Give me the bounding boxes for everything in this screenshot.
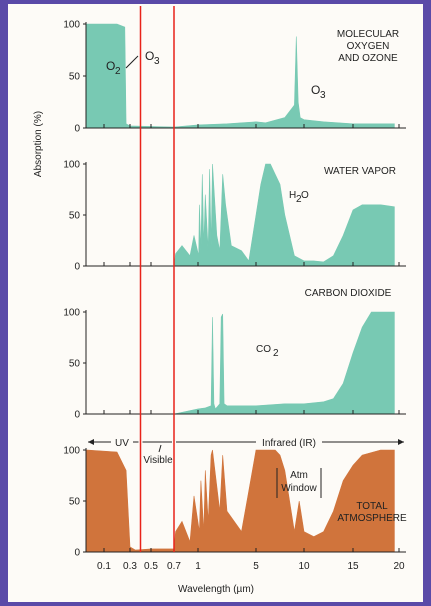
total-atmosphere-title: ATMOSPHERE (337, 513, 407, 524)
infrared-arrowhead-right (398, 439, 404, 445)
co2-label-subscript: 2 (273, 348, 279, 359)
total-atmosphere-y-tick-label: 50 (69, 497, 81, 508)
o3-pointer-arrow (125, 55, 139, 69)
x-tick-label: 20 (393, 561, 405, 572)
total-atmosphere-title: TOTAL (356, 501, 388, 512)
oxygen-ozone-title: MOLECULAR (337, 29, 399, 40)
oxygen-ozone-y-tick-label: 0 (74, 124, 80, 135)
carbon-dioxide-y-tick-label: 0 (74, 410, 80, 421)
o3-label-subscript: 3 (154, 56, 160, 67)
oxygen-ozone-y-tick-label: 50 (69, 72, 81, 83)
oxygen-ozone-title: OXYGEN (347, 41, 390, 52)
oxygen-ozone-y-tick-label: 100 (63, 20, 80, 31)
o3-peak-label-subscript: 3 (320, 90, 326, 101)
x-tick-label: 5 (253, 561, 259, 572)
water-vapor-absorption-area (86, 163, 395, 267)
h2o-label: H (289, 190, 296, 201)
x-tick-label: 0.3 (123, 561, 137, 572)
o2-label-subscript: 2 (115, 66, 121, 77)
water-vapor-y-tick-label: 0 (74, 262, 80, 273)
atm-window-label: Window (281, 483, 317, 494)
y-axis-title: Absorption (%) (33, 111, 44, 177)
atm-window-label: Atm (290, 470, 308, 481)
x-tick-label: 0.1 (97, 561, 111, 572)
x-axis-title: Wavelength (µm) (178, 584, 254, 595)
x-tick-label: 10 (298, 561, 310, 572)
uv-band-label: UV (115, 438, 129, 449)
h2o-label-suffix: O (301, 190, 309, 201)
oxygen-ozone-title: AND OZONE (338, 53, 398, 64)
water-vapor-y-tick-label: 50 (69, 211, 81, 222)
water-vapor-title: WATER VAPOR (324, 166, 396, 177)
x-tick-label: 1 (195, 561, 201, 572)
total-atmosphere-y-tick-label: 0 (74, 548, 80, 559)
x-tick-label: 0.7 (167, 561, 181, 572)
infrared-band-label: Infrared (IR) (262, 438, 316, 449)
total-atmosphere-absorption-area (85, 449, 395, 553)
o3-peak-label: O (311, 83, 320, 97)
h2o-label-subscript: 2 (296, 194, 302, 205)
co2-label: CO (256, 344, 271, 355)
uv-arrowhead-left (88, 439, 94, 445)
carbon-dioxide-title: CARBON DIOXIDE (305, 288, 392, 299)
visible-pointer-line (158, 444, 162, 453)
x-tick-label: 0.5 (144, 561, 158, 572)
uv-label-bg (111, 436, 133, 448)
carbon-dioxide-y-tick-label: 50 (69, 359, 81, 370)
total-atmosphere-y-tick-label: 100 (63, 446, 80, 457)
o2-label: O (106, 59, 115, 73)
infrared-label-bg (256, 435, 322, 448)
carbon-dioxide-absorption-area (86, 311, 395, 415)
oxygen-ozone-absorption-area (85, 23, 395, 129)
x-tick-label: 15 (347, 561, 359, 572)
chart-frame: 0 50 100 0 50 100 0 50 100 0 50 100 0.1 0.3 0.5 0.7 1 5 10… (8, 4, 423, 602)
visible-band-label: Visible (143, 455, 173, 466)
visible-label-bg (138, 453, 178, 466)
water-vapor-y-tick-label: 100 (63, 160, 80, 171)
o3-label: O (145, 49, 154, 63)
carbon-dioxide-y-tick-label: 100 (63, 308, 80, 319)
